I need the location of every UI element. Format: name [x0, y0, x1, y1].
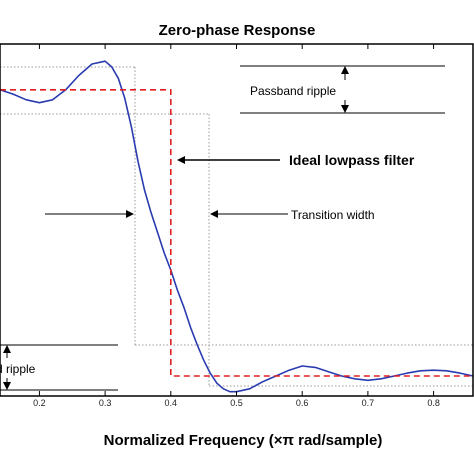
passband-ripple-arrowhead-up [341, 66, 349, 74]
transition-width-right-arrowhead [210, 210, 218, 218]
x-tick-label: 0.6 [296, 398, 309, 408]
ideal-filter-arrowhead [177, 156, 185, 164]
series-layer [0, 60, 474, 393]
x-tick-label: 0.2 [33, 398, 46, 408]
series-line-response [0, 60, 474, 393]
x-tick-label: 0.3 [99, 398, 112, 408]
chart-title: Zero-phase Response [159, 22, 316, 39]
transition-width-label: Transition width [291, 208, 375, 222]
ideal-filter-label: Ideal lowpass filter [289, 152, 415, 168]
annotation-layer: Passband ripple Ideal lowpass filter Tra… [0, 65, 445, 391]
x-tick-label: 0.8 [427, 398, 440, 408]
transition-width-left-arrowhead [126, 210, 134, 218]
stopband-ripple-arrowhead-up [3, 345, 11, 353]
x-axis: 0.2 0.3 0.4 0.5 0.6 0.7 0.8 [33, 44, 440, 408]
x-axis-label: Normalized Frequency (×π rad/sample) [104, 432, 383, 449]
series-line-ideal-filter [0, 89, 473, 377]
passband-ripple-arrowhead-down [341, 105, 349, 113]
x-tick-label: 0.5 [230, 398, 243, 408]
stopband-ripple-label: d ripple [0, 362, 36, 376]
x-tick-label: 0.7 [362, 398, 375, 408]
x-tick-label: 0.4 [165, 398, 178, 408]
stopband-ripple-arrowhead-down [3, 382, 11, 390]
passband-ripple-label: Passband ripple [250, 84, 336, 98]
